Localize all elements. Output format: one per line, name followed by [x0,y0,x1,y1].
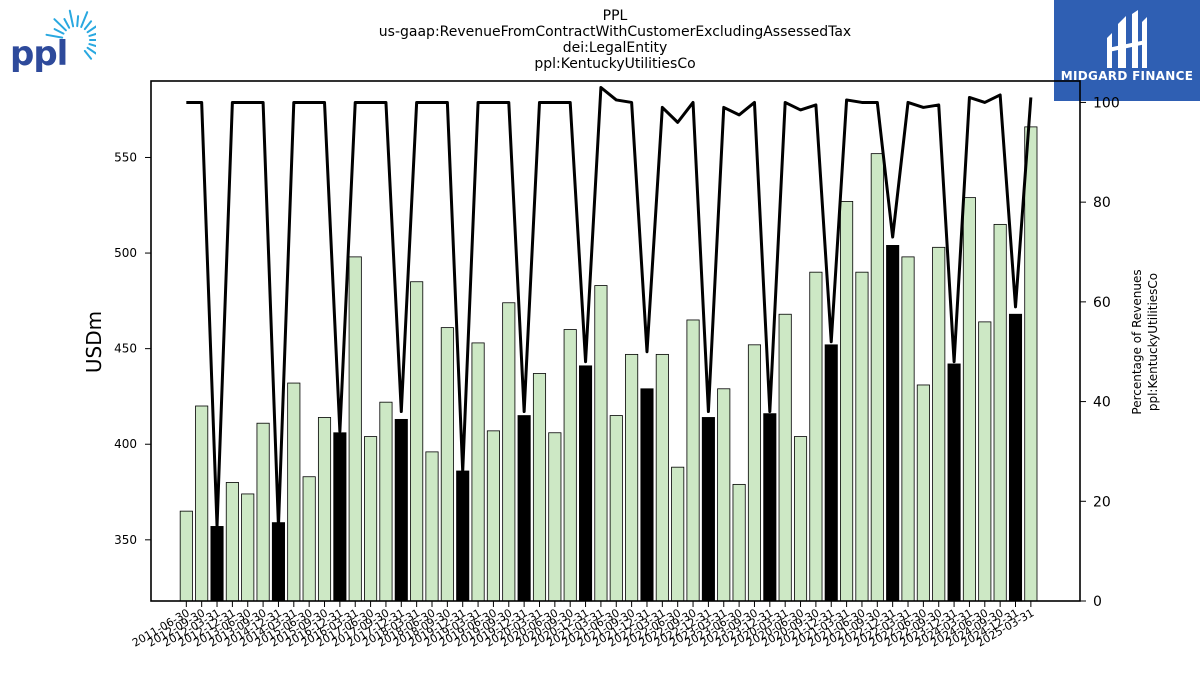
bar-2023-03-31 [901,256,915,602]
chart-title-line-1: PPL [603,8,628,24]
bar-2016-09-30 [502,302,516,602]
bar-2013-03-31 [287,382,301,602]
bar-2013-06-30 [302,476,316,602]
sunburst-ray-13 [83,49,93,60]
sunburst-ray-5 [76,15,80,28]
chart-title-line-4: ppl:KentuckyUtilitiesCo [534,56,695,72]
bar-2022-09-30 [870,153,884,602]
midgard-emblem-icon [1054,0,1200,101]
bar-2022-06-30 [855,271,869,602]
bar-2014-03-31 [348,256,362,602]
ppl-logo: ppl [4,6,107,76]
bar-2022-03-31 [840,201,854,602]
bar-2019-12-31 [701,417,715,602]
midgard-finance-text: MIDGARD FINANCE [1060,69,1194,83]
midgard-finance-logo: MIDGARD FINANCE [1054,0,1200,101]
axes-layer: 3504004505005500204060801002011-06-30201… [114,80,1120,650]
bar-2020-03-31 [717,388,731,602]
bar-2017-03-31 [532,373,547,602]
bars-layer [179,126,1038,602]
bar-2019-09-30 [686,319,700,602]
bar-2024-09-30 [993,223,1007,602]
bar-2018-09-30 [625,353,639,602]
bar-2015-03-31 [410,281,424,602]
bar-2019-03-31 [655,353,669,602]
bar-2024-03-31 [962,197,976,602]
bar-2012-03-31 [225,482,239,602]
bar-2023-12-31 [947,363,961,602]
bar-2014-12-31 [394,418,408,602]
bar-2018-12-31 [640,388,654,602]
bar-2016-12-31 [517,415,531,602]
chart-title: PPL us-gaap:RevenueFromContractWithCusto… [379,8,851,72]
sunburst-ray-3 [63,18,71,29]
bar-2015-12-31 [456,470,470,602]
bar-2025-03-31 [1024,126,1038,602]
bar-2020-12-31 [763,413,777,602]
y-tick-label-400: 400 [114,437,137,451]
y-tick-label-500: 500 [114,246,137,260]
bar-2011-09-30 [195,405,209,602]
bar-2013-09-30 [317,417,332,602]
bar-2021-09-30 [809,271,823,602]
sunburst-ray-0 [45,33,64,39]
y2-tick-label-40: 40 [1093,395,1111,411]
bar-2023-09-30 [932,246,946,602]
y-tick-label-550: 550 [114,150,137,164]
y2-axis-title-line-1: Percentage of Revenues [1130,269,1144,414]
sunburst-ray-1 [53,28,65,35]
y-axis-title: USDm [82,311,106,373]
y2-tick-label-0: 0 [1093,594,1102,610]
bar-2020-06-30 [732,483,746,602]
bar-2023-06-30 [916,384,930,602]
bar-2016-03-31 [471,342,485,602]
bar-2024-06-30 [978,321,992,602]
y2-tick-label-60: 60 [1093,295,1111,311]
bar-2021-12-31 [824,344,838,602]
bar-2011-12-31 [210,526,224,602]
bar-2018-03-31 [594,285,608,602]
sunburst-ray-6 [80,11,89,28]
y2-tick-label-100: 100 [1093,95,1120,111]
sunburst-ray-4 [68,9,75,28]
bar-2011-06-30 [179,510,193,602]
bar-2017-09-30 [563,329,577,602]
y2-tick-label-80: 80 [1093,195,1111,211]
bar-2017-06-30 [548,432,562,602]
bar-2013-12-31 [333,432,347,602]
bar-2015-09-30 [440,327,454,602]
bar-2012-09-30 [256,422,270,602]
bar-2019-06-30 [671,466,685,602]
line-layer [186,85,1033,528]
percentage-line [186,85,1033,528]
bar-2015-06-30 [425,451,439,602]
bar-2022-12-31 [886,245,900,602]
chart-title-line-2: us-gaap:RevenueFromContractWithCustomerE… [379,24,851,40]
y2-tick-label-20: 20 [1093,494,1111,510]
bar-2012-12-31 [271,522,285,602]
y2-axis-title-line-2: ppl:KentuckyUtilitiesCo [1146,273,1160,411]
bar-2021-06-30 [793,436,808,602]
sunburst-ray-7 [83,20,93,31]
bar-2017-12-31 [579,365,593,602]
y-tick-label-350: 350 [114,533,137,547]
bar-2024-12-31 [1008,313,1023,602]
ppl-logo-text: ppl [10,34,68,74]
bar-2014-09-30 [379,401,393,602]
chart-title-line-3: dei:LegalEntity [563,40,668,56]
bar-2018-06-30 [609,415,623,602]
plot-frame [150,80,1081,602]
bar-2012-06-30 [241,493,255,602]
bar-2021-03-31 [778,313,792,602]
y-tick-label-450: 450 [114,342,137,356]
bar-2014-06-30 [364,436,378,602]
bar-2020-09-30 [747,344,762,602]
sunburst-ray-2 [53,18,67,32]
bar-2016-06-30 [486,430,500,602]
